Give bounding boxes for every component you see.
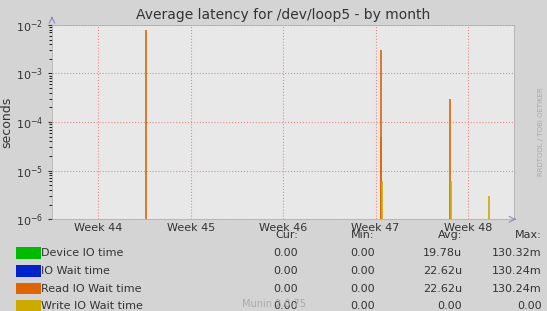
Text: RRDTOOL / TOBI OETIKER: RRDTOOL / TOBI OETIKER bbox=[538, 87, 544, 176]
Text: 0.00: 0.00 bbox=[350, 248, 375, 258]
Text: Munin 2.0.75: Munin 2.0.75 bbox=[241, 299, 306, 309]
Text: 130.24m: 130.24m bbox=[492, 266, 542, 276]
Text: 22.62u: 22.62u bbox=[423, 284, 462, 294]
FancyBboxPatch shape bbox=[16, 300, 41, 311]
Text: 0.00: 0.00 bbox=[350, 266, 375, 276]
FancyBboxPatch shape bbox=[16, 265, 41, 276]
Text: 19.78u: 19.78u bbox=[423, 248, 462, 258]
FancyBboxPatch shape bbox=[16, 283, 41, 295]
Text: 0.00: 0.00 bbox=[274, 284, 298, 294]
Text: 0.00: 0.00 bbox=[274, 266, 298, 276]
Text: Write IO Wait time: Write IO Wait time bbox=[41, 301, 143, 311]
Y-axis label: seconds: seconds bbox=[0, 96, 13, 148]
Title: Average latency for /dev/loop5 - by month: Average latency for /dev/loop5 - by mont… bbox=[136, 8, 430, 22]
Text: Avg:: Avg: bbox=[438, 230, 462, 240]
Text: IO Wait time: IO Wait time bbox=[41, 266, 110, 276]
Text: 0.00: 0.00 bbox=[350, 301, 375, 311]
Text: 0.00: 0.00 bbox=[438, 301, 462, 311]
Text: 0.00: 0.00 bbox=[517, 301, 542, 311]
Text: Read IO Wait time: Read IO Wait time bbox=[41, 284, 142, 294]
Text: 130.32m: 130.32m bbox=[492, 248, 542, 258]
FancyBboxPatch shape bbox=[16, 247, 41, 259]
Text: 0.00: 0.00 bbox=[350, 284, 375, 294]
Text: Device IO time: Device IO time bbox=[41, 248, 124, 258]
Text: 22.62u: 22.62u bbox=[423, 266, 462, 276]
Text: Cur:: Cur: bbox=[275, 230, 298, 240]
Text: Min:: Min: bbox=[351, 230, 375, 240]
Text: Max:: Max: bbox=[515, 230, 542, 240]
Text: 130.24m: 130.24m bbox=[492, 284, 542, 294]
Text: 0.00: 0.00 bbox=[274, 248, 298, 258]
Text: 0.00: 0.00 bbox=[274, 301, 298, 311]
